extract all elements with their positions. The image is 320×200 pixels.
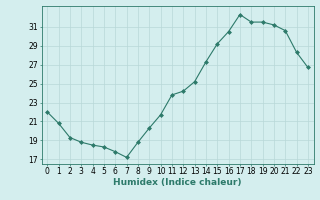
X-axis label: Humidex (Indice chaleur): Humidex (Indice chaleur) xyxy=(113,178,242,187)
